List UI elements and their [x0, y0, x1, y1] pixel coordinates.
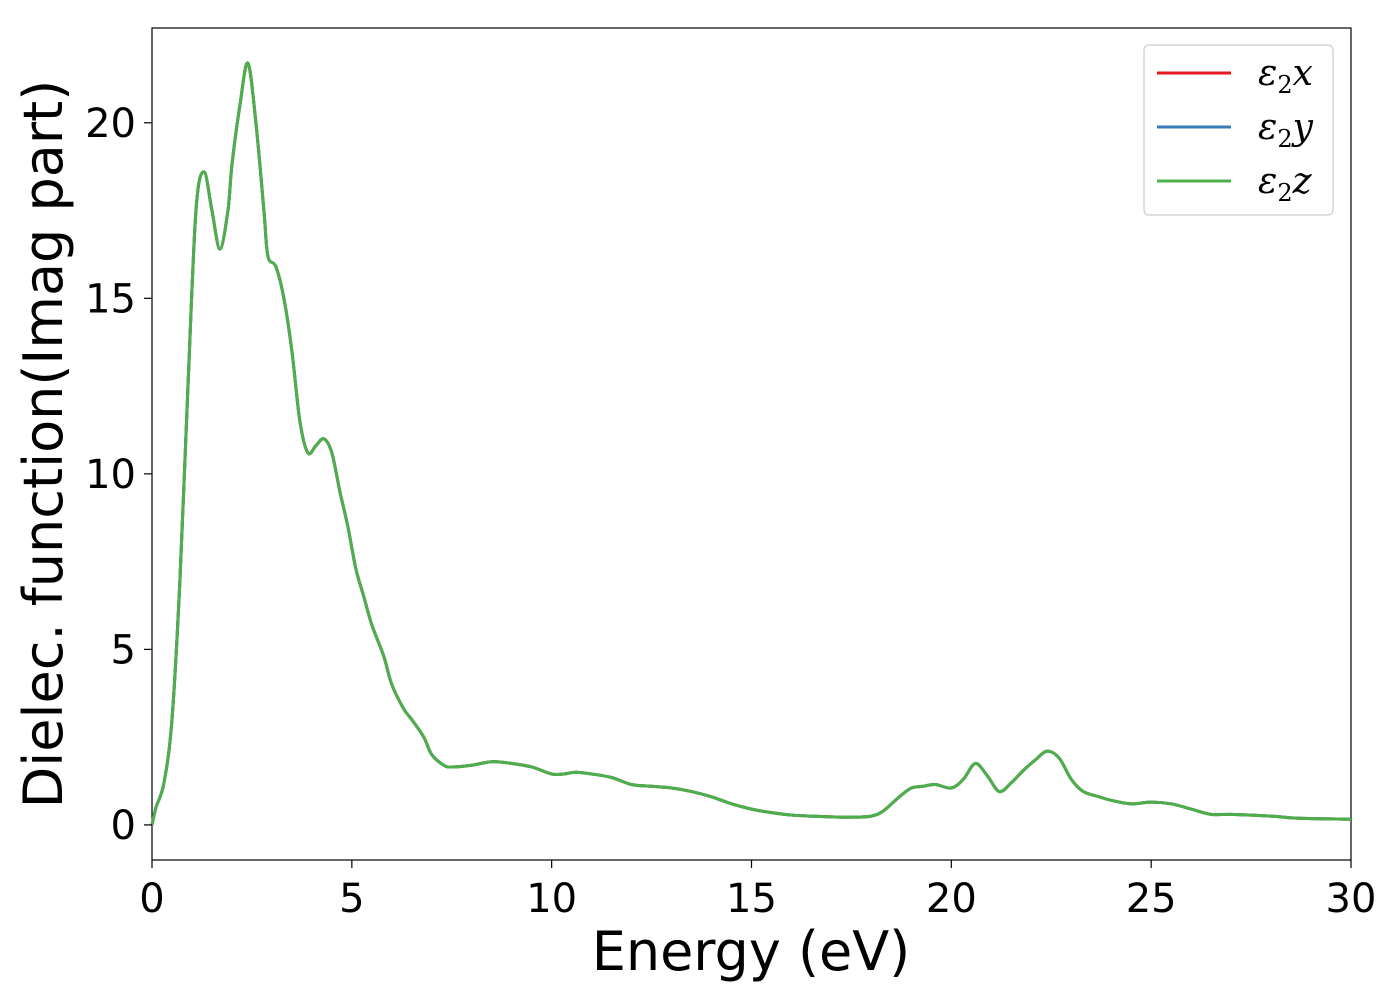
y-axis-label: Dielec. function(Imag part) [12, 80, 75, 809]
x-tick-label: 10 [526, 876, 577, 922]
y-tick-label: 10 [85, 452, 136, 498]
x-tick-label: 30 [1326, 876, 1377, 922]
x-tick-label: 0 [139, 876, 164, 922]
y-tick-label: 20 [85, 101, 136, 147]
x-tick-label: 15 [726, 876, 777, 922]
y-tick-label: 15 [85, 276, 136, 322]
x-tick-label: 5 [339, 876, 364, 922]
y-tick-label: 0 [111, 803, 136, 849]
legend-label-z: ε2z [1258, 161, 1313, 207]
legend-label-x: ε2x [1258, 53, 1313, 99]
x-tick-label: 25 [1126, 876, 1177, 922]
x-axis-label: Energy (eV) [592, 920, 911, 983]
legend-label-y: ε2y [1258, 107, 1314, 153]
x-tick-label: 20 [926, 876, 977, 922]
series-group [150, 61, 1352, 826]
series-line-z [150, 61, 1352, 826]
x-axis-ticks: 0 5 10 15 20 25 30 [139, 860, 1376, 922]
y-axis-ticks: 0 5 10 15 20 [85, 101, 152, 849]
legend: ε2x ε2y ε2z [1143, 44, 1334, 216]
legend-box [1143, 44, 1334, 216]
y-tick-label: 5 [111, 627, 136, 673]
